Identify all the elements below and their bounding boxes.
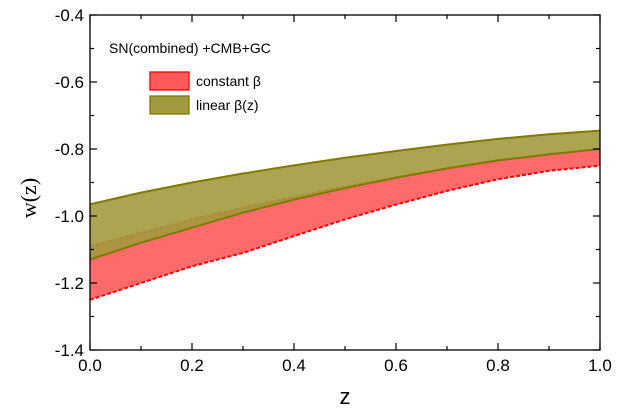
y-tick-label: -1.4: [55, 341, 84, 360]
x-axis-label: z: [340, 384, 351, 409]
x-tick-label: 0.8: [486, 356, 510, 375]
band-linear-beta: [90, 130, 600, 260]
band-linear-beta-lower-edge: [89, 148, 601, 261]
x-tick-label: 1.0: [588, 356, 612, 375]
bands-layer: [89, 129, 601, 301]
x-tick-label: 0.0: [78, 356, 102, 375]
legend-label-linear-beta: linear β(z): [196, 97, 259, 113]
x-tick-label: 0.4: [282, 356, 306, 375]
ticks-layer: 0.0 0.2 0.4 0.6 0.8 1.0 -1.4 -1.2 -1.0 -0.8 -0.6 -0…: [55, 6, 612, 375]
band-constant-beta-lower-edge: [89, 164, 601, 301]
y-tick-label: -1.2: [55, 274, 84, 293]
band-linear-beta-upper-edge: [89, 129, 601, 206]
y-axis-label: w(z): [16, 178, 41, 218]
y-tick-label: -1.0: [55, 207, 84, 226]
chart-annotation: SN(combined) +CMB+GC: [109, 40, 271, 56]
legend-swatch-constant-beta: [149, 71, 190, 91]
legend-label-constant-beta: constant β: [196, 73, 261, 89]
x-tick-label: 0.6: [384, 356, 408, 375]
legend: constant β linear β(z): [149, 71, 261, 115]
y-tick-label: -0.8: [55, 140, 84, 159]
y-tick-label: -0.6: [55, 73, 84, 92]
legend-swatch-linear-beta: [149, 95, 190, 115]
y-tick-label: -0.4: [55, 6, 84, 25]
x-tick-label: 0.2: [180, 356, 204, 375]
